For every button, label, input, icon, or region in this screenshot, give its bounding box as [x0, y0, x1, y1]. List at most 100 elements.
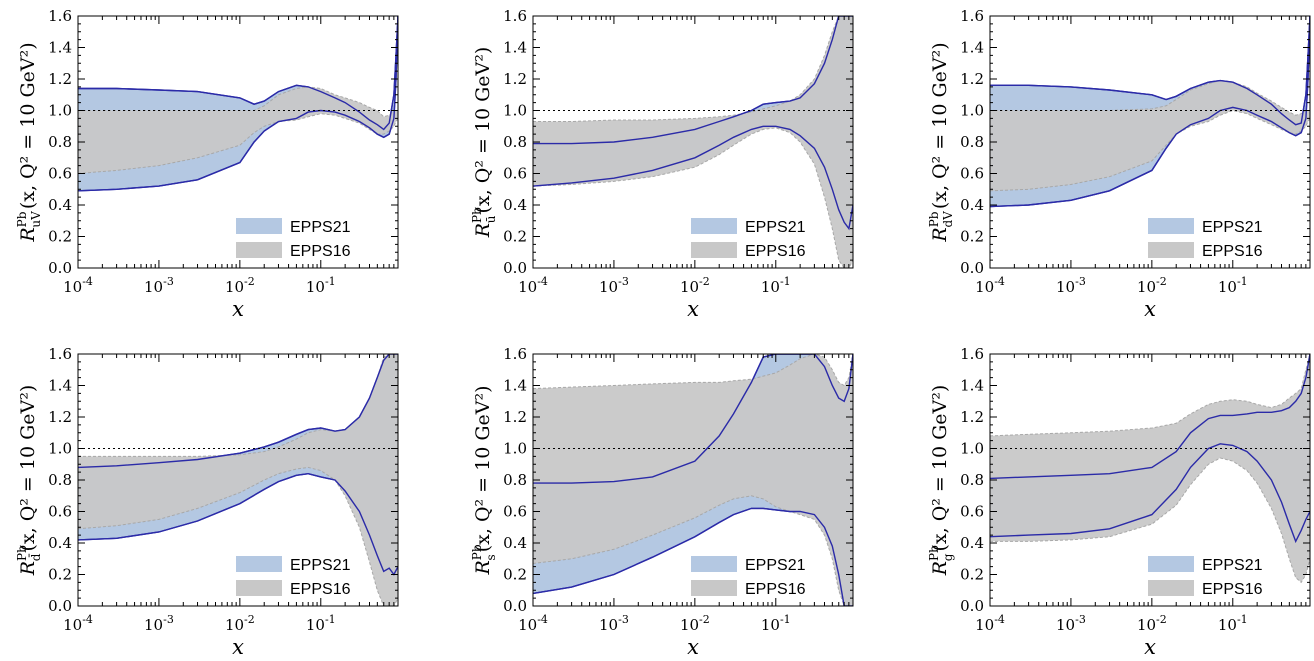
epps21-lower-line	[990, 443, 1310, 544]
panel-dbar: 0.0 0.2 0.4 0.6 0.8 1.0 1.2 1.4 1.6 10-4 10-3 10-2 1…	[15, 345, 399, 659]
y-tick-label: 1.6	[48, 7, 72, 25]
y-tick-label: 0.0	[48, 259, 72, 277]
y-tick-label: 0.8	[960, 133, 984, 151]
y-tick-label: 1.6	[503, 345, 527, 363]
y-tick-label: 0.6	[503, 503, 527, 521]
x-tick-label: 10-2	[225, 613, 255, 634]
legend: EPPS21 EPPS16	[1148, 556, 1263, 598]
y-tick-label: 0.2	[503, 228, 527, 246]
epps21-lower-line	[78, 472, 398, 576]
panel-s: 0.0 0.2 0.4 0.6 0.8 1.0 1.2 1.4 1.6 10-4 10-3 10-2 1…	[470, 345, 854, 659]
y-tick-label: 0.6	[960, 165, 984, 183]
legend-swatch-epps21	[1148, 556, 1194, 572]
plot-area	[533, 354, 853, 606]
panel-uV: 0.0 0.2 0.4 0.6 0.8 1.0 1.2 1.4 1.6 10-4 10-3 10-2 1…	[15, 7, 399, 321]
x-tick-label: 10-1	[761, 275, 791, 296]
legend-swatch-epps16	[1148, 242, 1194, 258]
x-tick-label: 10-3	[1056, 275, 1086, 296]
epps21-upper-line	[990, 16, 1310, 126]
epps21-upper-line	[533, 16, 853, 145]
y-tick-label: 0.8	[503, 133, 527, 151]
epps16-upper-edge	[990, 354, 1310, 437]
epps21-lower-line	[533, 125, 853, 231]
legend-label-epps16: EPPS16	[290, 243, 351, 260]
y-tick-label: 0.6	[48, 165, 72, 183]
plot-area	[533, 16, 853, 268]
y-tick-label: 1.2	[48, 70, 72, 88]
x-tick-label: 10-4	[518, 275, 548, 296]
x-tick-label: 10-2	[225, 275, 255, 296]
y-tick-label: 1.2	[503, 70, 527, 88]
epps16-upper-edge	[78, 86, 398, 118]
y-tick-label: 0.4	[503, 534, 527, 552]
panel-g: 0.0 0.2 0.4 0.6 0.8 1.0 1.2 1.4 1.6 10-4 10-3 10-2 1…	[927, 345, 1311, 659]
x-tick-label: 10-2	[1137, 275, 1167, 296]
legend: EPPS21 EPPS16	[1148, 218, 1263, 260]
y-axis-label: RPbuV(x, Q² = 10 GeV²)	[15, 42, 43, 242]
y-tick-label: 1.0	[48, 102, 72, 120]
epps16-layer	[78, 86, 398, 174]
legend-swatch-epps21	[236, 556, 282, 572]
y-tick-label: 1.2	[503, 408, 527, 426]
y-tick-label: 1.6	[48, 345, 72, 363]
y-tick-label: 0.8	[503, 471, 527, 489]
x-axis-label: x	[687, 297, 699, 321]
y-tick-label: 1.2	[48, 408, 72, 426]
x-axis-label: x	[232, 297, 244, 321]
epps21-upper-line	[78, 16, 398, 131]
plot-area	[78, 16, 398, 192]
y-tick-label: 0.4	[503, 196, 527, 214]
legend: EPPS21 EPPS16	[691, 556, 806, 598]
x-tick-label: 10-1	[306, 275, 336, 296]
y-tick-label: 0.8	[48, 471, 72, 489]
y-tick-label: 0.4	[960, 534, 984, 552]
legend-label-epps16: EPPS16	[1202, 243, 1263, 260]
epps21-upper-line	[533, 354, 853, 484]
x-tick-label: 10-1	[761, 613, 791, 634]
y-tick-label: 0.2	[48, 566, 72, 584]
x-tick-label: 10-2	[1137, 613, 1167, 634]
y-tick-label: 1.0	[960, 102, 984, 120]
y-tick-label: 0.6	[48, 503, 72, 521]
x-tick-label: 10-3	[144, 275, 174, 296]
epps16-layer	[533, 16, 853, 268]
x-tick-label: 10-2	[680, 613, 710, 634]
epps16-lower-edge	[78, 113, 398, 174]
x-tick-label: 10-3	[144, 613, 174, 634]
legend-label-epps16: EPPS16	[745, 581, 806, 598]
plot-area	[78, 354, 398, 606]
y-tick-label: 0.2	[48, 228, 72, 246]
legend: EPPS21 EPPS16	[236, 218, 351, 260]
x-axis-label: x	[1144, 297, 1156, 321]
x-tick-label: 10-3	[1056, 613, 1086, 634]
x-tick-label: 10-4	[975, 613, 1005, 634]
y-tick-label: 1.4	[503, 39, 527, 57]
legend-swatch-epps16	[1148, 580, 1194, 596]
panel-dV: 0.0 0.2 0.4 0.6 0.8 1.0 1.2 1.4 1.6 10-4 10-3 10-2 1…	[927, 7, 1311, 321]
epps21-lower-line	[533, 507, 853, 606]
y-tick-label: 0.4	[48, 196, 72, 214]
x-tick-label: 10-3	[599, 275, 629, 296]
y-tick-label: 0.0	[960, 597, 984, 615]
legend-swatch-epps21	[1148, 218, 1194, 234]
y-tick-label: 0.4	[48, 534, 72, 552]
x-tick-label: 10-1	[1218, 613, 1248, 634]
y-tick-label: 1.4	[503, 377, 527, 395]
x-tick-label: 10-4	[63, 275, 93, 296]
y-tick-label: 0.2	[503, 566, 527, 584]
y-tick-label: 1.4	[960, 377, 984, 395]
x-axis-label: x	[687, 635, 699, 659]
legend-label-epps16: EPPS16	[745, 243, 806, 260]
legend-swatch-epps16	[236, 242, 282, 258]
x-axis-label: x	[1144, 635, 1156, 659]
y-tick-label: 1.6	[960, 7, 984, 25]
y-tick-label: 0.8	[48, 133, 72, 151]
epps16-lower-edge	[533, 495, 853, 606]
epps16-lower-edge	[78, 466, 398, 606]
panel-ubar: 0.0 0.2 0.4 0.6 0.8 1.0 1.2 1.4 1.6 10-4 10-3 10-2 1…	[470, 7, 854, 321]
x-axis-label: x	[232, 635, 244, 659]
plot-area	[990, 16, 1310, 208]
legend-label-epps21: EPPS21	[745, 557, 806, 574]
x-tick-label: 10-4	[518, 613, 548, 634]
